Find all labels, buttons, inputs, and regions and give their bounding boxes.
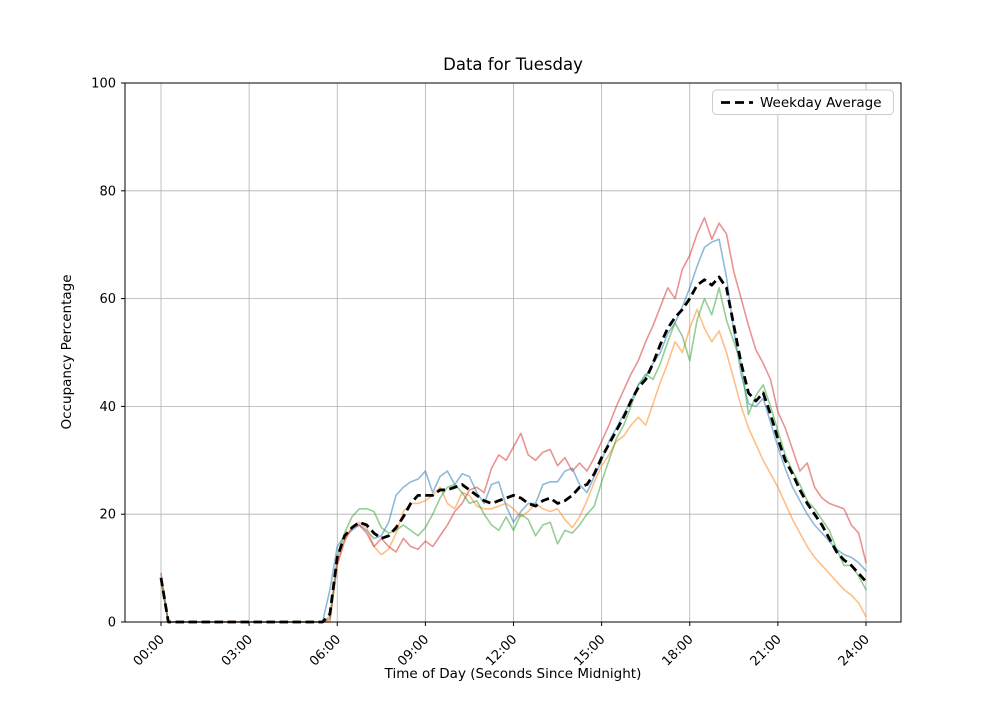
legend: Weekday Average [712, 89, 894, 115]
x-tick-label-24:00: 24:00 [836, 632, 873, 669]
tick-layer: 00:00 03:00 06:00 09:00 12:00 15:00 18:00 21:00… [91, 77, 873, 670]
y-tick-label-40: 40 [99, 400, 116, 415]
legend-box [712, 89, 894, 115]
y-tick-label-20: 20 [99, 508, 116, 523]
x-tick-label-00:00: 00:00 [131, 632, 168, 669]
x-tick-label-03:00: 03:00 [219, 632, 256, 669]
chart-title: Data for Tuesday [443, 55, 583, 74]
y-tick-label-0: 0 [108, 616, 116, 631]
x-tick-label-09:00: 09:00 [395, 632, 432, 669]
legend-entry-label: Weekday Average [760, 95, 882, 111]
x-tick-label-15:00: 15:00 [571, 632, 608, 669]
series-weekday-average [159, 275, 868, 624]
y-tick-label-100: 100 [91, 77, 116, 92]
x-tick-label-21:00: 21:00 [748, 632, 785, 669]
y-tick-label-80: 80 [99, 184, 116, 199]
plot-frame [124, 82, 902, 623]
x-axis-label: Time of Day (Seconds Since Midnight) [384, 666, 642, 682]
x-tick-label-06:00: 06:00 [307, 632, 344, 669]
grid-layer [125, 82, 901, 623]
x-tick-label-12:00: 12:00 [483, 632, 520, 669]
y-tick-label-60: 60 [99, 292, 116, 307]
x-tick-label-18:00: 18:00 [659, 632, 696, 669]
y-axis-label: Occupancy Percentage [59, 274, 75, 429]
